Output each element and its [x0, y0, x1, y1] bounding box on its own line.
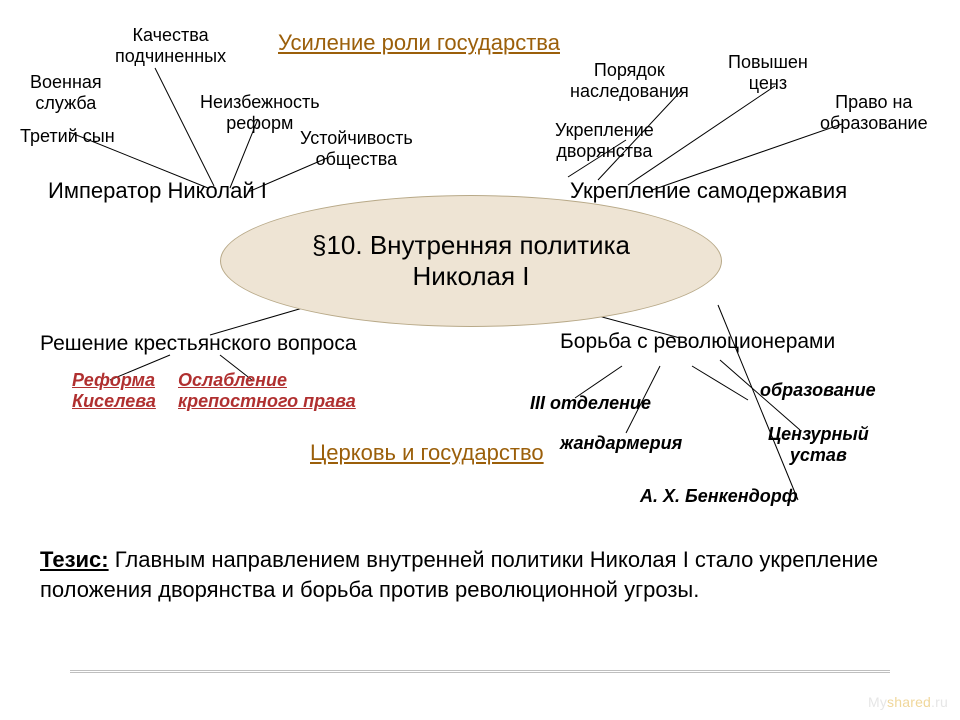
topic-revolutionaries: Борьба с революционерами: [560, 330, 835, 354]
thesis-text: Тезис: Главным направлением внутренней п…: [40, 545, 920, 604]
connector-lines: [0, 0, 960, 720]
topic-autocracy: Укрепление самодержавия: [570, 178, 847, 203]
leaf-military-service: Военная служба: [30, 72, 102, 113]
leaf-succession-order: Порядок наследования: [570, 60, 689, 101]
leaf-censorship-code: Цензурный устав: [768, 424, 869, 465]
leaf-education-right: Право на образование: [820, 92, 928, 133]
leaf-raised-qualification: Повышен ценз: [728, 52, 808, 93]
leaf-third-section: III отделение: [530, 393, 651, 414]
diagram-stage: §10. Внутренняя политика Николая I Усиле…: [0, 0, 960, 720]
leaf-society-stability: Устойчивость общества: [300, 128, 413, 169]
topic-strengthen-state[interactable]: Усиление роли государства: [278, 30, 560, 55]
central-title-line1: §10. Внутренняя политика: [312, 230, 630, 260]
leaf-nobility-strengthen: Укрепление дворянства: [555, 120, 654, 161]
thesis-label: Тезис:: [40, 547, 109, 572]
watermark-part-a: My: [868, 694, 887, 710]
topic-emperor-nikolai: Император Николай I: [48, 178, 267, 203]
leaf-third-son: Третий сын: [20, 126, 115, 147]
central-topic-ellipse: §10. Внутренняя политика Николая I: [220, 195, 722, 327]
leaf-serfdom-weakening[interactable]: Ослабление крепостного права: [178, 370, 356, 411]
central-title-line2: Николая I: [412, 261, 529, 291]
topic-peasant-question: Решение крестьянского вопроса: [40, 332, 357, 356]
thesis-body: Главным направлением внутренней политики…: [40, 547, 878, 602]
leaf-kiselev-reform[interactable]: Реформа Киселева: [72, 370, 156, 411]
leaf-subordinate-qualities: Качества подчиненных: [115, 25, 226, 66]
leaf-benckendorff: А. Х. Бенкендорф: [640, 486, 798, 507]
topic-church-state[interactable]: Церковь и государство: [310, 440, 544, 465]
footer-divider: [70, 670, 890, 673]
watermark-part-b: shared: [887, 694, 931, 710]
watermark-part-c: .ru: [931, 694, 948, 710]
watermark: Myshared.ru: [868, 694, 948, 710]
leaf-gendarmerie: жандармерия: [560, 433, 682, 454]
leaf-education: образование: [760, 380, 876, 401]
